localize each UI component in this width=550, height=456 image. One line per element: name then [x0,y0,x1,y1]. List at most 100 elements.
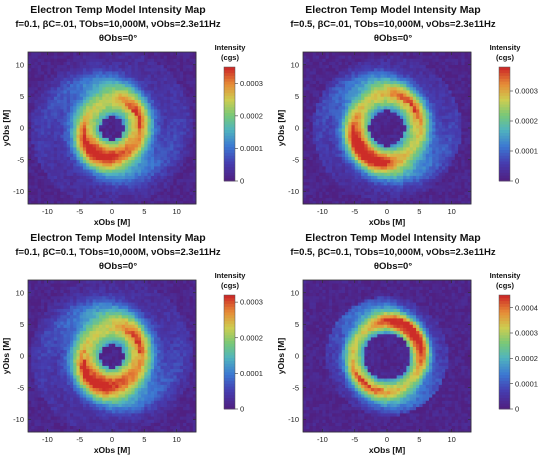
y-tick-label: 5 [295,320,299,329]
chart-subtitle: f=0.1, βC=.01, TObs=10,000M, νObs=2.3e11… [15,19,220,30]
colorbar-tick-label: 0.0003 [515,87,538,96]
y-tick-label: -10 [13,187,24,196]
y-tick-label: -10 [13,415,24,424]
x-tick-label: 10 [447,435,455,444]
heatmap-cells [28,280,197,433]
heatmap-panel-0: Electron Temp Model Intensity Map f=0.1, … [1,4,263,227]
chart-annotation: θObs=0° [99,33,137,44]
x-tick-label: -10 [42,207,53,216]
colorbar-frame [498,66,511,182]
colorbar-tick-label: 0.0001 [515,379,538,388]
x-tick-label: 5 [417,435,421,444]
heatmap-panel-3: Electron Temp Model Intensity Map f=0.5, … [276,232,538,455]
colorbar-tick-label: 0.0002 [240,333,263,342]
chart-annotation: θObs=0° [374,261,412,272]
y-tick-label: 0 [295,352,299,361]
y-axis-label: yObs [M] [276,338,286,375]
y-tick-label: -5 [17,383,24,392]
colorbar-tick-label: 0.0003 [240,79,263,88]
x-tick-label: 5 [142,435,146,444]
chart-subtitle: f=0.5, βC=.01, TObs=10,000M, νObs=2.3e11… [290,19,495,30]
colorbar [224,67,235,182]
chart-title: Electron Temp Model Intensity Map [30,232,205,244]
colorbar-tick-label: 0.0001 [240,144,263,153]
x-tick-label: 5 [417,207,421,216]
x-tick-label: 0 [110,207,114,216]
x-axis-label: xObs [M] [369,445,406,455]
y-tick-label: 10 [16,60,24,69]
chart-annotation: θObs=0° [374,33,412,44]
colorbar-tick-label: 0 [240,177,244,186]
y-axis-label: yObs [M] [1,338,11,375]
colorbar-tick-label: 0.0001 [515,147,538,156]
colorbar-frame [223,294,236,410]
colorbar-unit: (cgs) [221,281,239,290]
y-tick-label: -10 [288,415,299,424]
x-tick-label: -5 [351,207,358,216]
y-tick-label: 5 [295,92,299,101]
y-tick-label: -5 [292,383,299,392]
x-axis-label: xObs [M] [94,217,131,227]
chart-subtitle: f=0.5, βC=0.1, TObs=10,000M, νObs=2.3e11… [290,247,495,258]
y-tick-label: -10 [288,187,299,196]
colorbar-unit: (cgs) [496,281,514,290]
colorbar-tick-label: 0 [240,405,244,414]
x-tick-label: 5 [142,207,146,216]
colorbar [499,67,510,182]
colorbar-label: Intensity [490,271,522,280]
x-tick-label: 0 [110,435,114,444]
colorbar-frame [498,294,511,410]
colorbar-unit: (cgs) [496,53,514,62]
y-tick-label: 0 [295,124,299,133]
x-tick-label: -10 [317,435,328,444]
colorbar-unit: (cgs) [221,53,239,62]
x-tick-label: 0 [385,435,389,444]
chart-subtitle: f=0.1, βC=0.1, TObs=10,000M, νObs=2.3e11… [15,247,220,258]
chart-title: Electron Temp Model Intensity Map [305,4,480,16]
x-tick-label: 0 [385,207,389,216]
x-axis-label: xObs [M] [94,445,131,455]
chart-title: Electron Temp Model Intensity Map [305,232,480,244]
heatmap-cells [303,280,472,433]
heatmap-cells [303,52,472,205]
y-tick-label: 10 [291,288,299,297]
x-tick-label: 10 [172,435,180,444]
colorbar-tick-label: 0.0002 [240,111,263,120]
x-tick-label: 10 [447,207,455,216]
colorbar-frame [223,66,236,182]
colorbar-tick-label: 0.0003 [240,298,263,307]
colorbar [499,295,510,410]
y-axis-label: yObs [M] [1,110,11,147]
x-tick-label: -5 [76,435,83,444]
colorbar-tick-label: 0.0003 [515,329,538,338]
panel-top-left: Electron Temp Model Intensity Map f=0.1, … [0,0,275,228]
y-tick-label: 0 [20,124,24,133]
y-axis-label: yObs [M] [276,110,286,147]
chart-title: Electron Temp Model Intensity Map [30,4,205,16]
heatmap-panel-1: Electron Temp Model Intensity Map f=0.5, … [276,4,538,227]
panel-top-right: Electron Temp Model Intensity Map f=0.5, … [275,0,550,228]
heatmap-cells [28,52,197,205]
y-tick-label: 0 [20,352,24,361]
y-tick-label: 5 [20,320,24,329]
panel-bottom-right: Electron Temp Model Intensity Map f=0.5, … [275,228,550,456]
y-tick-label: 5 [20,92,24,101]
colorbar-tick-label: 0.0004 [515,303,538,312]
colorbar [224,295,235,410]
x-tick-label: -10 [42,435,53,444]
y-tick-label: -5 [292,155,299,164]
colorbar-tick-label: 0 [515,177,519,186]
x-tick-label: -5 [76,207,83,216]
colorbar-tick-label: 0 [515,405,519,414]
panel-bottom-left: Electron Temp Model Intensity Map f=0.1, … [0,228,275,456]
x-axis-label: xObs [M] [369,217,406,227]
heatmap-panel-2: Electron Temp Model Intensity Map f=0.1, … [1,232,263,455]
x-tick-label: 10 [172,207,180,216]
y-tick-label: 10 [16,288,24,297]
y-tick-label: 10 [291,60,299,69]
y-tick-label: -5 [17,155,24,164]
x-tick-label: -10 [317,207,328,216]
chart-annotation: θObs=0° [99,261,137,272]
colorbar-tick-label: 0.0002 [515,117,538,126]
